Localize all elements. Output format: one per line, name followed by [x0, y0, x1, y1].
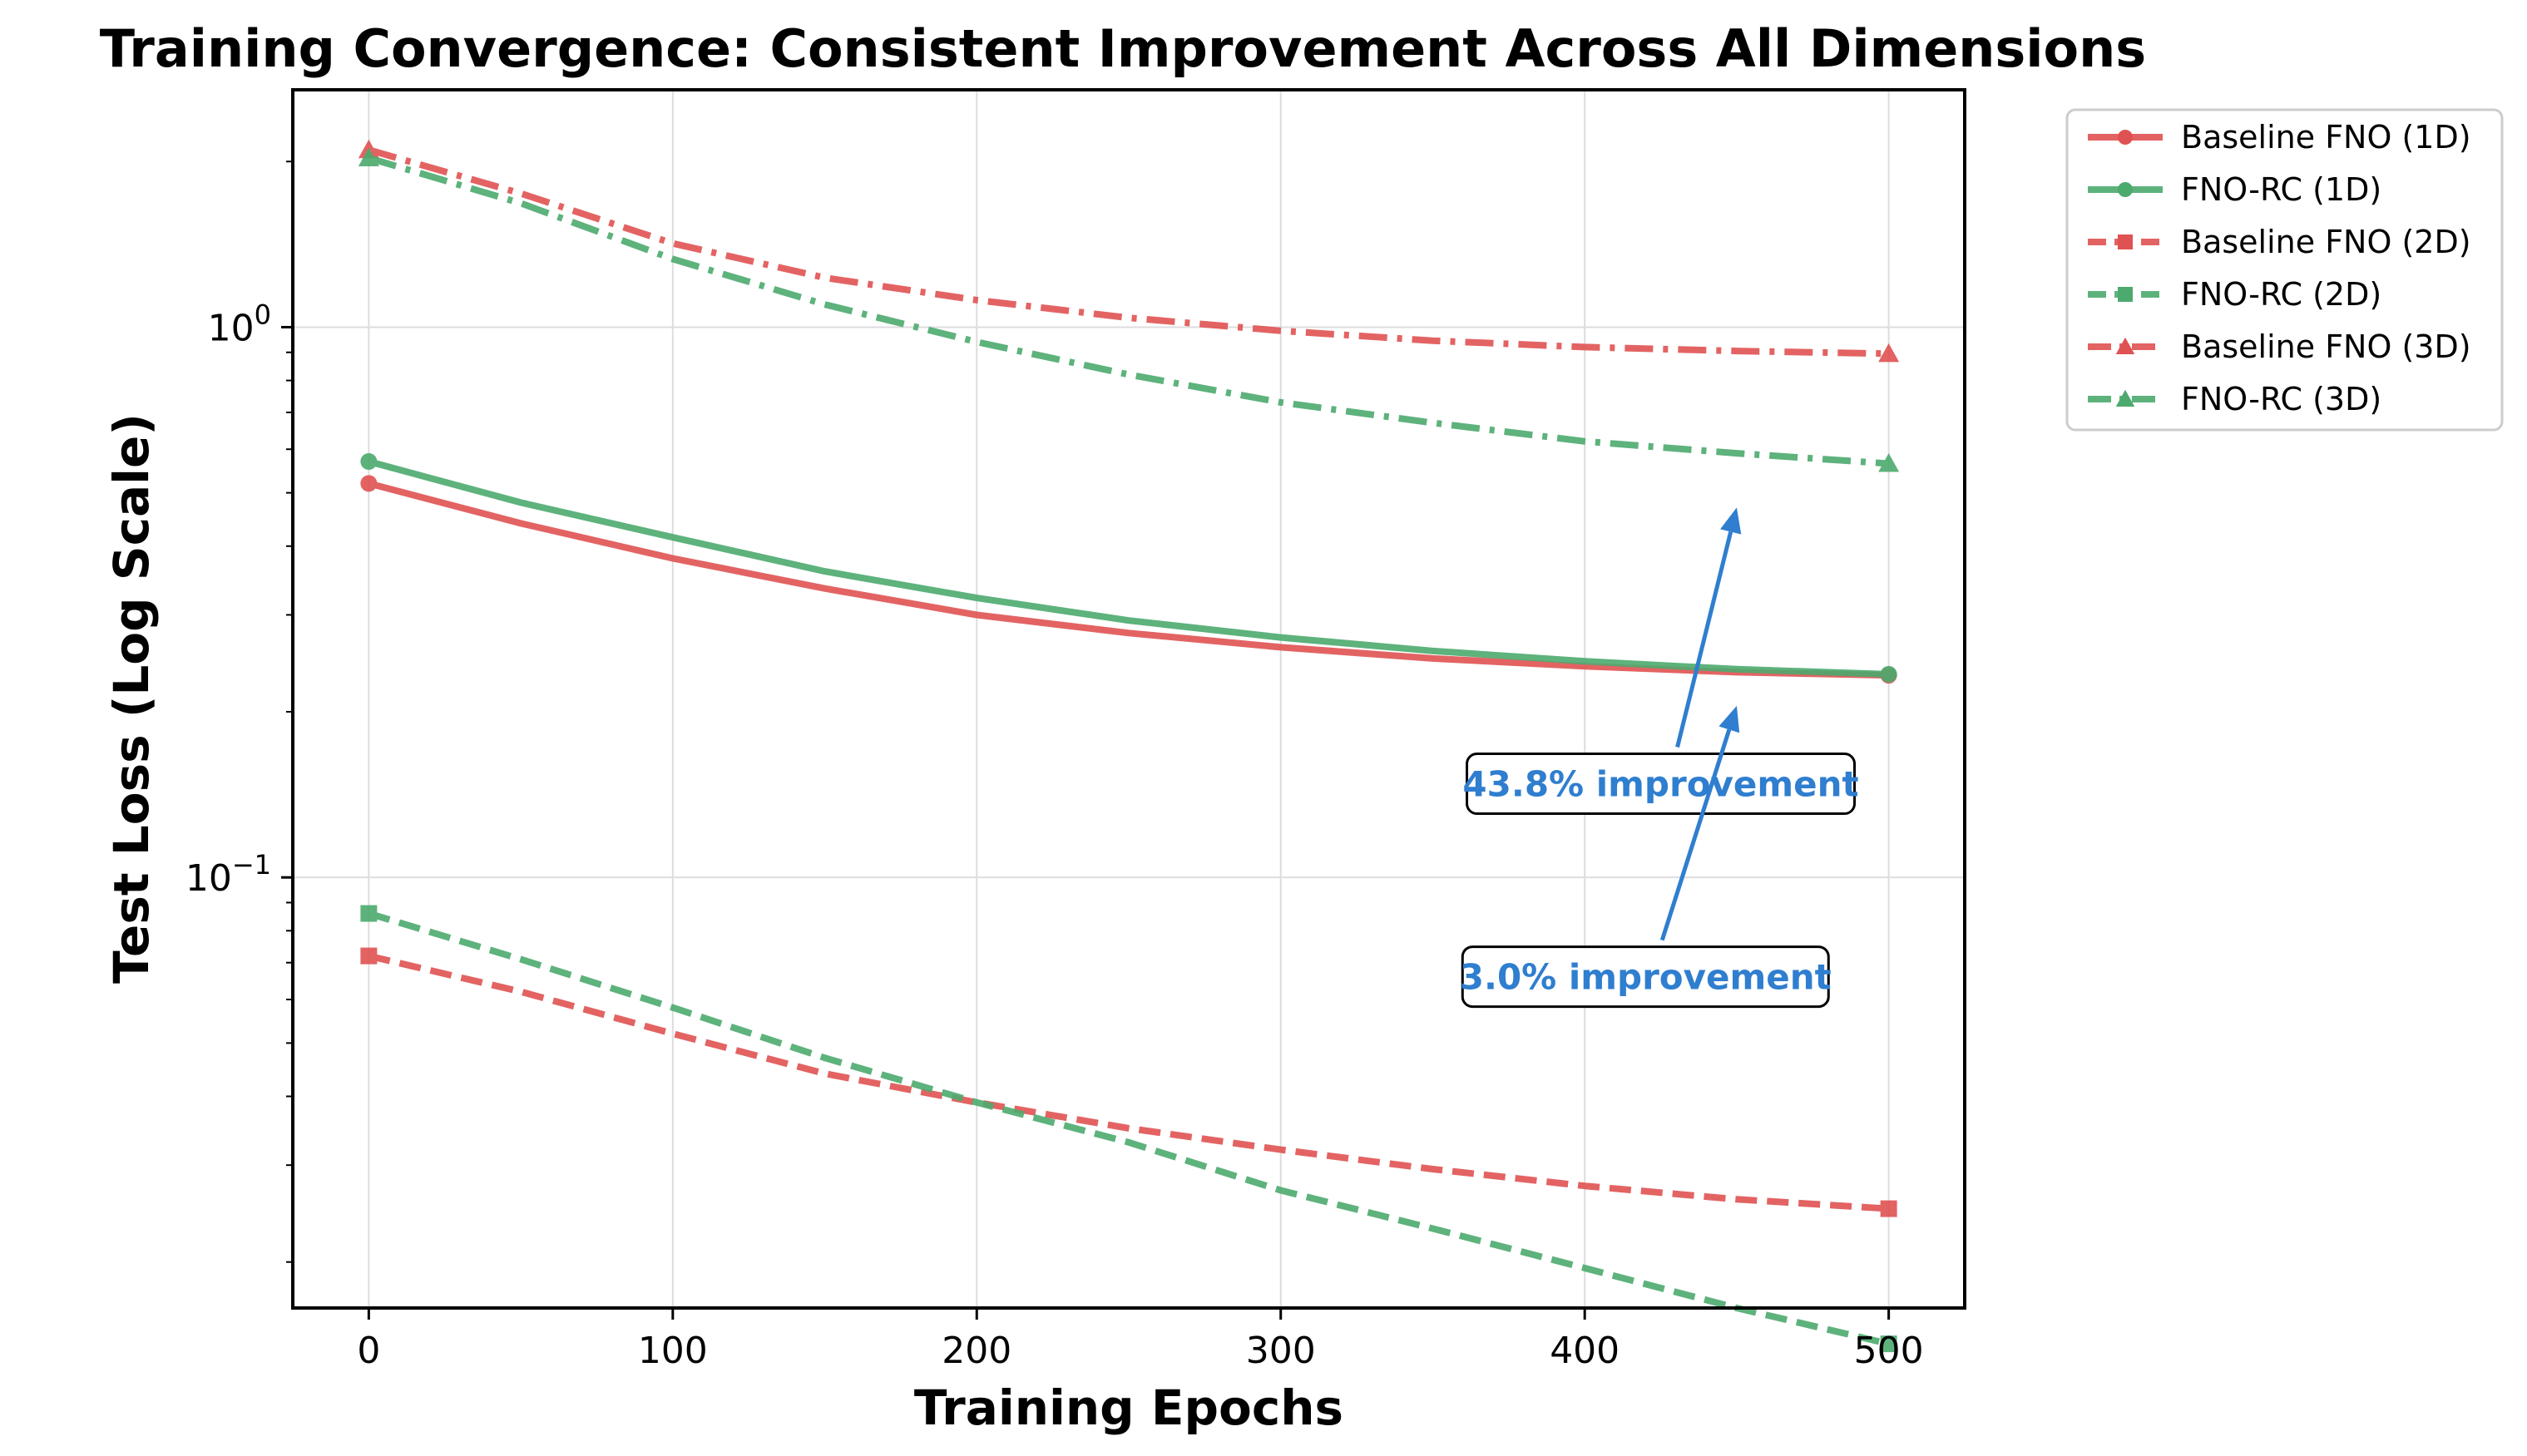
series-marker [1878, 453, 1900, 472]
series-marker [360, 905, 378, 922]
x-tick-label: 500 [1854, 1330, 1924, 1372]
annotation-arrowhead [1718, 705, 1740, 733]
series-marker [2115, 389, 2135, 407]
x-axis-ticks: 0 100 200 300 400 500 [357, 1308, 1924, 1372]
series-marker [358, 147, 379, 166]
series-marker [2118, 130, 2133, 145]
legend-label: FNO-RC (3D) [2181, 381, 2381, 417]
annotation-0: 43.8% improvement [1462, 507, 1859, 816]
series-marker [1880, 1335, 1897, 1353]
annotation-1: 3.0% improvement [1460, 705, 1832, 1009]
legend-item-2: Baseline FNO (2D) [2088, 224, 2471, 260]
annotation-box [1461, 945, 1830, 1009]
series-marker [1880, 665, 1897, 683]
series-line [368, 458, 1889, 678]
series-marker [2118, 287, 2133, 302]
legend-item-4: Baseline FNO (3D) [2088, 328, 2471, 365]
y-axis-ticks: 100 10−1 [185, 299, 293, 900]
x-tick-label: 300 [1246, 1330, 1316, 1372]
series-2 [360, 947, 1897, 1217]
y-axis-label: Test Loss (Log Scale) [103, 413, 160, 984]
legend-label: FNO-RC (2D) [2181, 276, 2381, 313]
series-line [368, 146, 1889, 358]
series-marker [360, 947, 378, 965]
x-axis-label: Training Epochs [914, 1379, 1343, 1436]
annotation-arrowhead [1720, 507, 1742, 535]
series-line [368, 480, 1889, 679]
legend-frame [2065, 108, 2504, 432]
series-marker [360, 475, 378, 492]
series-line [368, 910, 1890, 1347]
series-marker [2118, 234, 2133, 249]
legend-label: FNO-RC (1D) [2181, 171, 2381, 208]
y-tick-label: 100 [208, 299, 271, 349]
x-tick-label: 0 [357, 1330, 380, 1372]
x-tick-label: 200 [942, 1330, 1011, 1372]
series-marker [1878, 343, 1900, 363]
series-marker [1880, 1200, 1897, 1217]
legend-item-3: FNO-RC (2D) [2088, 276, 2381, 313]
y-tick-label: 10−1 [185, 849, 271, 900]
series-marker [2118, 182, 2133, 197]
series-line [368, 155, 1889, 467]
plot-frame [291, 88, 1966, 1310]
legend-label: Baseline FNO (3D) [2181, 328, 2471, 365]
annotation-layer: 43.8% improvement 3.0% improvement [1460, 507, 1859, 1009]
series-3 [360, 905, 1897, 1353]
series-1 [360, 452, 1897, 683]
series-5 [358, 147, 1900, 472]
grid-lines [293, 90, 1965, 1308]
legend-item-1: FNO-RC (1D) [2088, 171, 2381, 208]
legend-item-5: FNO-RC (3D) [2088, 381, 2381, 417]
chart-title: Training Convergence: Consistent Improve… [100, 18, 2146, 79]
annotation-box [1466, 753, 1857, 816]
legend: Baseline FNO (1D) FNO-RC (1D) Baseline FNO… [2065, 108, 2504, 432]
annotation-arrow [1675, 531, 1733, 748]
legend-label: Baseline FNO (2D) [2181, 224, 2471, 260]
series-line [368, 952, 1889, 1212]
legend-item-0: Baseline FNO (1D) [2088, 119, 2471, 155]
annotation-text: 3.0% improvement [1460, 957, 1832, 998]
x-tick-label: 400 [1550, 1330, 1620, 1372]
annotation-text: 43.8% improvement [1462, 764, 1858, 805]
legend-label: Baseline FNO (1D) [2181, 119, 2471, 155]
x-tick-label: 100 [638, 1330, 708, 1372]
series-layer [358, 139, 1900, 1353]
series-marker [360, 452, 378, 470]
annotation-arrow [1659, 728, 1732, 941]
series-marker [2115, 337, 2135, 354]
